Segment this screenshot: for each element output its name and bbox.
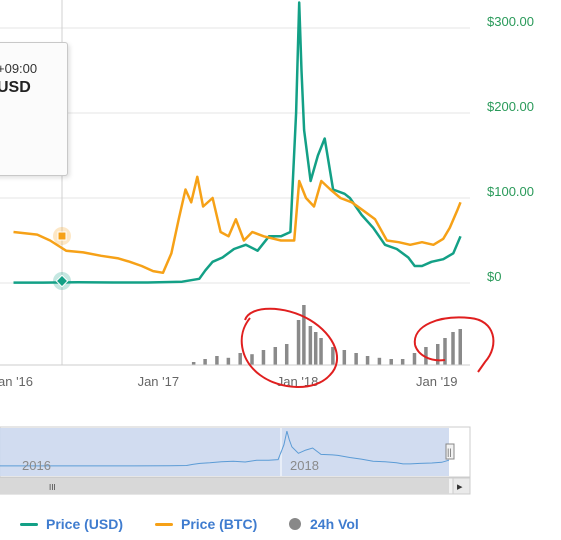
- y-tick-label: $200.00: [487, 99, 534, 114]
- volume-bar: [302, 305, 306, 365]
- navigator-selection[interactable]: [0, 428, 449, 476]
- svg-text:||: ||: [447, 447, 452, 457]
- usd-line-icon: [20, 522, 38, 526]
- usd-hover-marker: [55, 274, 69, 288]
- btc-series-line: [13, 175, 462, 275]
- volume-bar: [436, 344, 440, 365]
- vol-dot-icon: [289, 518, 301, 530]
- hover-tooltip: +09:00 USD: [0, 42, 68, 176]
- y-tick-label: $300.00: [487, 14, 534, 29]
- tooltip-timezone: +09:00: [0, 61, 38, 76]
- volume-bar: [250, 354, 254, 365]
- legend-item-btc[interactable]: Price (BTC): [155, 514, 257, 534]
- volume-bar: [400, 359, 405, 365]
- volume-bar: [365, 356, 370, 365]
- volume-bar: [226, 357, 231, 365]
- legend: Price (USD) Price (BTC) 24h Vol: [0, 512, 561, 536]
- navigator[interactable]: 2016 2018 ||: [0, 426, 471, 478]
- x-tick-label: an '16: [0, 374, 33, 389]
- btc-hover-marker: [57, 231, 67, 241]
- volume-bar: [273, 347, 278, 365]
- navigator-label-2016: 2016: [22, 458, 51, 473]
- grid-lines: [0, 27, 470, 284]
- volume-bar: [331, 347, 335, 365]
- x-axis-labels: an '16 Jan '17 Jan '18 Jan '19: [0, 374, 458, 389]
- volume-bar: [215, 356, 219, 365]
- volume-bar: [191, 362, 196, 365]
- volume-bar: [284, 344, 289, 365]
- volume-bar: [342, 350, 347, 365]
- volume-bar: [377, 357, 382, 365]
- volume-bar: [319, 338, 323, 365]
- volume-bar: [308, 326, 313, 365]
- y-tick-label: $100.00: [487, 184, 534, 199]
- y-axis-labels: $0 $100.00 $200.00 $300.00: [487, 14, 534, 284]
- scrollbar-grip[interactable]: III: [49, 483, 56, 492]
- volume-bar: [458, 329, 463, 365]
- volume-bar: [203, 359, 207, 365]
- navigator-handle[interactable]: ||: [445, 443, 455, 460]
- btc-line-icon: [155, 522, 173, 526]
- annotation-circle-right: [413, 316, 495, 373]
- legend-item-usd[interactable]: Price (USD): [20, 514, 123, 534]
- navigator-line: [0, 430, 450, 467]
- x-tick-label: Jan '19: [416, 374, 458, 389]
- navigator-label-2018: 2018: [290, 458, 319, 473]
- tooltip-currency: USD: [0, 79, 31, 96]
- volume-bars: [0, 305, 470, 366]
- volume-bar: [424, 347, 428, 365]
- scroll-right-button[interactable]: [452, 477, 471, 495]
- volume-bar: [238, 353, 242, 365]
- red-annotations: [240, 307, 495, 388]
- navigator-scrollbar[interactable]: III ▸: [0, 477, 471, 495]
- volume-bar: [443, 338, 447, 365]
- volume-bar: [354, 353, 358, 365]
- volume-bar: [389, 359, 393, 365]
- plot-area: [13, 1, 462, 290]
- y-tick-label: $0: [487, 269, 501, 284]
- x-tick-label: Jan '17: [138, 374, 180, 389]
- legend-item-vol[interactable]: 24h Vol: [289, 514, 359, 534]
- volume-bar: [261, 350, 266, 365]
- annotation-circle-right-tail: [414, 344, 446, 362]
- annotation-circle-left: [240, 307, 339, 388]
- scroll-right-arrow-icon: ▸: [457, 481, 463, 493]
- volume-bar: [296, 320, 301, 365]
- volume-bar: [412, 353, 417, 365]
- volume-bar: [313, 332, 318, 365]
- volume-bar: [451, 332, 455, 365]
- usd-series-line: [13, 1, 462, 284]
